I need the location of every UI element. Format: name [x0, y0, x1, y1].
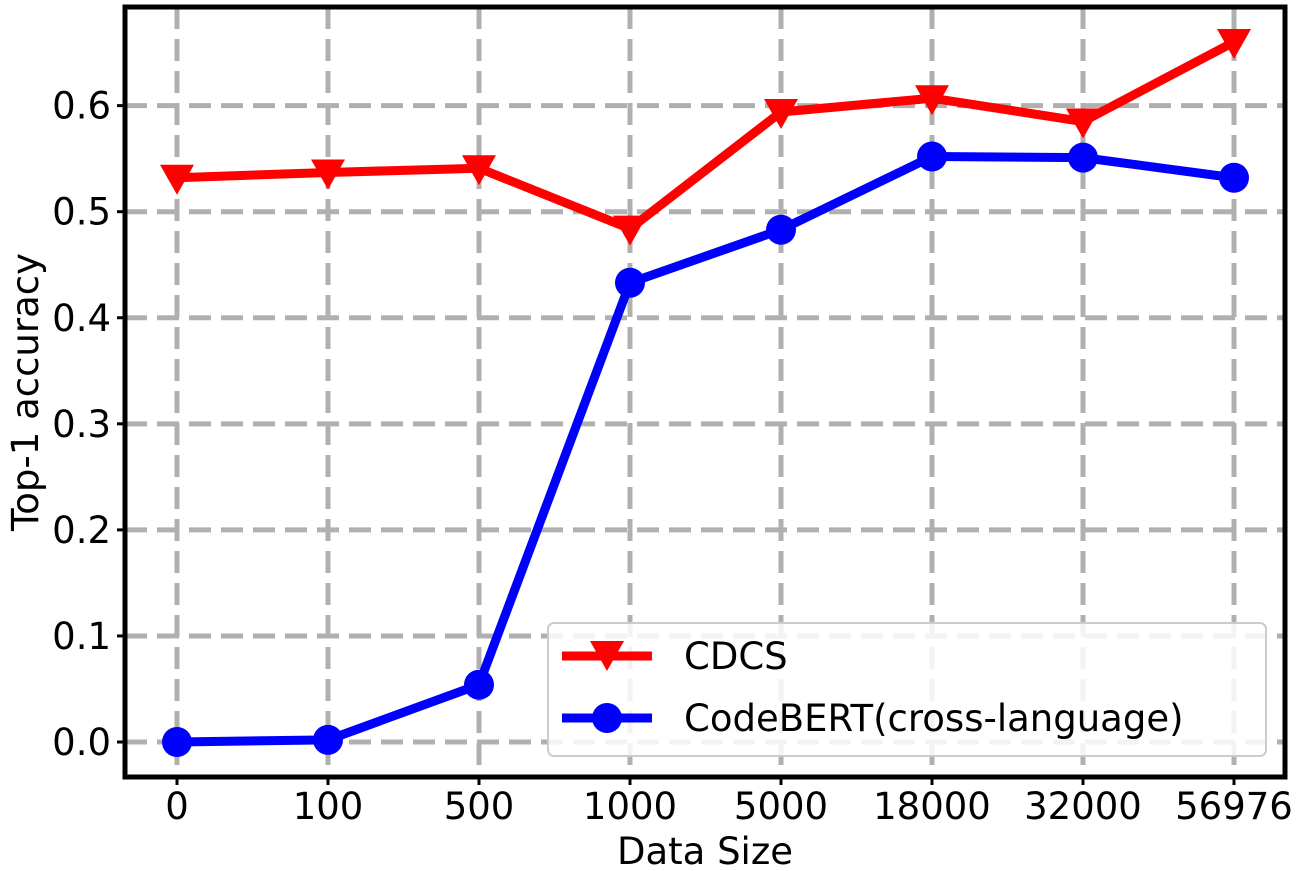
legend-box	[547, 622, 1267, 757]
y-tick-label: 0.3	[52, 403, 111, 446]
data-point-cdcs	[1066, 108, 1100, 139]
y-tick-label: 0.2	[52, 509, 111, 552]
series-line-codebert	[176, 152, 1235, 747]
data-point-codebert	[464, 669, 494, 700]
y-tick-label: 0.1	[52, 615, 111, 658]
data-point-codebert	[766, 214, 796, 245]
plot-frame	[122, 4, 1288, 780]
legend-marker-cdcs	[590, 641, 624, 671]
x-axis-label: Data Size	[617, 830, 793, 871]
y-tick-label: 0.0	[52, 721, 111, 764]
data-point-codebert	[162, 727, 192, 757]
data-point-codebert	[615, 267, 645, 298]
x-tick-label: 500	[444, 785, 515, 828]
series-line-cdcs	[176, 38, 1237, 234]
legend-label-codebert: CodeBERT(cross-language)	[684, 697, 1184, 740]
data-point-codebert	[1219, 162, 1249, 193]
x-tick-label: 32000	[1024, 785, 1142, 828]
data-point-cdcs	[1217, 29, 1251, 59]
series-layer	[160, 29, 1251, 757]
data-point-cdcs	[915, 85, 949, 116]
data-point-codebert	[917, 141, 947, 172]
data-point-cdcs	[764, 99, 798, 129]
data-point-cdcs	[160, 164, 194, 195]
x-tick-label: 18000	[873, 785, 991, 828]
ticks: 0 100 500 1000 5000 18000 32000 56976 0.0 0.1 0.2 0…	[52, 85, 1293, 828]
x-tick-label: 100	[293, 785, 364, 828]
x-tick-label: 1000	[583, 785, 677, 828]
x-tick-label: 5000	[734, 785, 828, 828]
y-axis-label: Top-1 accuracy	[4, 253, 47, 532]
x-tick-label: 0	[165, 785, 189, 828]
legend: CDCS CodeBERT(cross-language)	[547, 622, 1267, 757]
legend-marker-codebert	[592, 703, 622, 733]
data-point-codebert	[313, 724, 343, 755]
x-tick-label: 56976	[1175, 785, 1293, 828]
grid	[125, 7, 1285, 777]
y-tick-label: 0.6	[52, 85, 111, 128]
y-tick-label: 0.5	[52, 191, 111, 234]
data-point-codebert	[1068, 142, 1098, 173]
data-point-cdcs	[462, 155, 496, 186]
legend-label-cdcs: CDCS	[684, 635, 788, 678]
data-point-cdcs	[311, 159, 345, 190]
data-point-cdcs	[613, 215, 647, 246]
y-tick-label: 0.4	[52, 297, 111, 340]
